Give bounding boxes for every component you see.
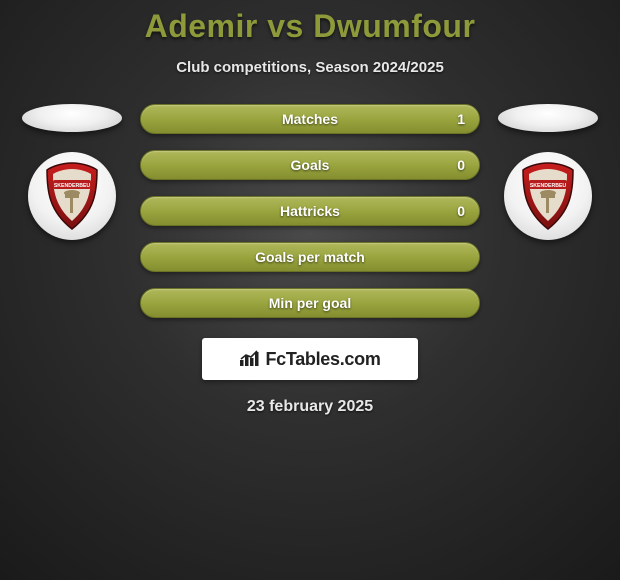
- stat-label: Min per goal: [269, 295, 351, 311]
- stat-label: Goals per match: [255, 249, 365, 265]
- stat-bars: Matches 1 Goals 0 Hattricks 0 Goals per …: [140, 104, 480, 318]
- stat-label: Goals: [291, 157, 330, 173]
- left-club-badge: SKENDERBEU: [28, 152, 116, 240]
- right-club-badge: SKENDERBEU: [504, 152, 592, 240]
- svg-text:SKENDERBEU: SKENDERBEU: [530, 183, 567, 189]
- content: Ademir vs Dwumfour Club competitions, Se…: [0, 0, 620, 580]
- stat-right-value: 1: [457, 105, 465, 133]
- stat-right-value: 0: [457, 197, 465, 225]
- source-logo: FcTables.com: [202, 338, 418, 380]
- subtitle: Club competitions, Season 2024/2025: [0, 59, 620, 76]
- stat-bar-matches: Matches 1: [140, 104, 480, 134]
- stat-label: Matches: [282, 111, 338, 127]
- left-column: SKENDERBEU: [22, 104, 122, 240]
- date-label: 23 february 2025: [0, 398, 620, 416]
- left-player-oval: [22, 104, 122, 132]
- shield-icon: SKENDERBEU: [519, 161, 577, 231]
- stat-bar-min-per-goal: Min per goal: [140, 288, 480, 318]
- stat-label: Hattricks: [280, 203, 340, 219]
- main-row: SKENDERBEU Matches 1 Goals 0 Hattricks 0: [0, 104, 620, 318]
- right-player-oval: [498, 104, 598, 132]
- stat-right-value: 0: [457, 151, 465, 179]
- bar-chart-icon: [239, 350, 261, 368]
- logo-text: FcTables.com: [265, 349, 380, 370]
- stat-bar-hattricks: Hattricks 0: [140, 196, 480, 226]
- svg-text:SKENDERBEU: SKENDERBEU: [54, 183, 91, 189]
- page-title: Ademir vs Dwumfour: [0, 0, 620, 45]
- stat-bar-goals: Goals 0: [140, 150, 480, 180]
- shield-icon: SKENDERBEU: [43, 161, 101, 231]
- right-column: SKENDERBEU: [498, 104, 598, 240]
- stat-bar-goals-per-match: Goals per match: [140, 242, 480, 272]
